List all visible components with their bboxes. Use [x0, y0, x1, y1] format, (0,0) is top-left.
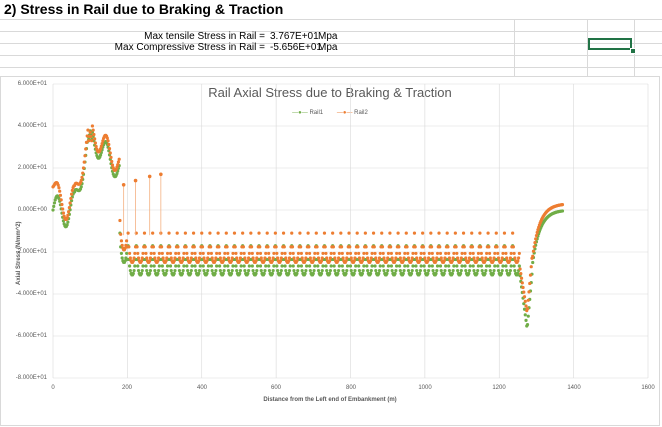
stat-label: Max tensile Stress in Rail = — [144, 31, 265, 42]
y-tick: -2.000E+01 — [15, 249, 47, 255]
x-tick: 200 — [121, 385, 132, 391]
y-tick: -4.000E+01 — [15, 291, 47, 297]
row-divider — [0, 55, 662, 56]
y-axis-label: Axial Stress (N/mm^2) — [16, 221, 22, 285]
chart-title: Rail Axial Stress due to Braking & Tract… — [208, 85, 452, 100]
col-divider — [514, 19, 515, 76]
x-tick: 600 — [270, 385, 281, 391]
row-divider — [0, 67, 662, 68]
stat-row-tensile: Max tensile Stress in Rail = 3.767E+01 M… — [0, 31, 400, 43]
stat-unit: Mpa — [318, 42, 338, 53]
chart-area[interactable]: Rail Axial Stress due to Braking & Tract… — [0, 76, 660, 426]
fill-handle[interactable] — [630, 48, 636, 54]
selected-cell[interactable] — [588, 38, 632, 50]
x-tick: 1000 — [418, 385, 432, 391]
section-heading: 2) Stress in Rail due to Braking & Tract… — [4, 1, 284, 17]
col-divider — [634, 19, 635, 76]
row-divider — [0, 19, 662, 20]
stat-unit: Mpa — [318, 31, 338, 42]
y-tick: 4.000E+01 — [17, 123, 47, 129]
y-tick: -8.000E+01 — [15, 375, 47, 381]
col-divider — [587, 19, 588, 76]
x-axis-label: Distance from the Left end of Embankment… — [263, 397, 397, 403]
y-tick: 6.000E+01 — [17, 81, 47, 87]
stat-row-compressive: Max Compressive Stress in Rail = -5.656E… — [0, 42, 400, 54]
stat-value: -5.656E+01 — [270, 42, 322, 53]
y-tick: 0.000E+00 — [17, 207, 47, 213]
y-tick: 2.000E+01 — [17, 165, 47, 171]
x-tick: 1600 — [641, 385, 655, 391]
row-divider — [0, 31, 662, 32]
stat-value: 3.767E+01 — [270, 31, 319, 42]
x-tick: 800 — [345, 385, 356, 391]
legend-item-rail2: —●— Rail2 — [336, 110, 368, 116]
x-tick: 1200 — [492, 385, 506, 391]
chart-legend: —●— Rail1 —●— Rail2 — [1, 110, 659, 116]
stat-label: Max Compressive Stress in Rail = — [114, 42, 265, 53]
row-divider — [0, 43, 662, 44]
legend-item-rail1: —●— Rail1 — [292, 110, 324, 116]
y-tick: -6.000E+01 — [15, 333, 47, 339]
x-tick: 400 — [196, 385, 207, 391]
x-tick: 0 — [51, 385, 55, 391]
x-tick: 1400 — [567, 385, 581, 391]
plot-area — [51, 83, 649, 379]
